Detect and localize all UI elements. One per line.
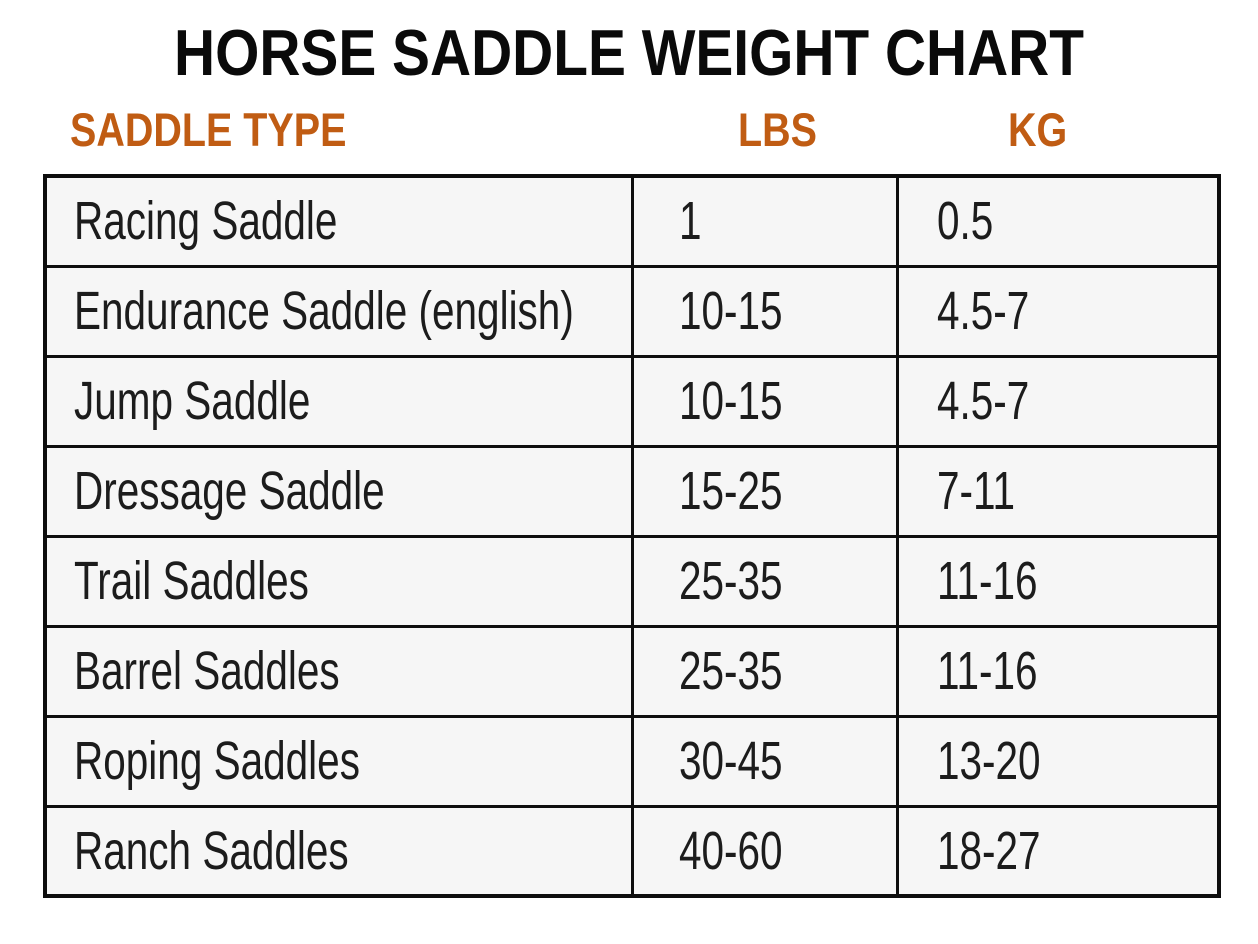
- lbs-cell: 25-35: [630, 534, 899, 628]
- saddle-type-cell-text: Ranch Saddles: [74, 820, 349, 881]
- column-header-lbs: LBS: [738, 103, 817, 156]
- lbs-cell: 10-15: [630, 264, 899, 358]
- kg-cell: 18-27: [895, 804, 1221, 898]
- table-row: Dressage Saddle 15-25 7-11: [43, 444, 1221, 538]
- lbs-cell: 25-35: [630, 624, 899, 718]
- table-row: Trail Saddles 25-35 11-16: [43, 534, 1221, 628]
- saddle-type-cell-text: Barrel Saddles: [74, 641, 340, 701]
- saddle-weight-infographic: HORSE SADDLE WEIGHT CHART SADDLE TYPE LB…: [0, 20, 1258, 944]
- kg-cell-text: 4.5-7: [936, 371, 1029, 431]
- kg-cell-text: 11-16: [936, 551, 1038, 611]
- lbs-cell-text: 25-35: [678, 641, 783, 701]
- saddle-type-cell-text: Jump Saddle: [74, 371, 311, 431]
- saddle-type-cell: Barrel Saddles: [43, 624, 634, 718]
- saddle-weight-table: Racing Saddle 1 0.5 Endurance Saddle (engli…: [43, 174, 1221, 898]
- lbs-cell: 10-15: [630, 354, 899, 448]
- kg-cell: 7-11: [895, 444, 1221, 538]
- kg-cell: 13-20: [895, 714, 1221, 808]
- saddle-type-cell: Racing Saddle: [43, 174, 634, 268]
- saddle-type-cell-text: Trail Saddles: [74, 551, 309, 611]
- kg-cell-text: 7-11: [936, 461, 1015, 521]
- lbs-cell-text: 30-45: [678, 731, 783, 791]
- kg-cell: 0.5: [895, 174, 1221, 268]
- saddle-type-cell-text: Dressage Saddle: [74, 461, 385, 521]
- page-title-text: HORSE SADDLE WEIGHT CHART: [174, 16, 1084, 89]
- saddle-type-cell: Roping Saddles: [43, 714, 634, 808]
- kg-cell-text: 4.5-7: [936, 281, 1029, 341]
- kg-cell-text: 11-16: [936, 641, 1038, 701]
- kg-cell: 11-16: [895, 624, 1221, 718]
- lbs-cell: 15-25: [630, 444, 899, 538]
- table-row: Roping Saddles 30-45 13-20: [43, 714, 1221, 808]
- table-row: Jump Saddle 10-15 4.5-7: [43, 354, 1221, 448]
- saddle-type-cell: Trail Saddles: [43, 534, 634, 628]
- lbs-cell-text: 40-60: [678, 820, 783, 881]
- table-row: Barrel Saddles 25-35 11-16: [43, 624, 1221, 718]
- lbs-cell-text: 25-35: [678, 551, 783, 611]
- saddle-type-cell: Dressage Saddle: [43, 444, 634, 538]
- saddle-type-cell-text: Racing Saddle: [74, 191, 338, 252]
- lbs-cell-text: 10-15: [678, 371, 783, 431]
- lbs-cell: 30-45: [630, 714, 899, 808]
- kg-cell: 4.5-7: [895, 264, 1221, 358]
- saddle-type-cell-text: Endurance Saddle (english): [74, 281, 574, 341]
- column-header-kg: KG: [1008, 103, 1068, 156]
- lbs-cell-text: 15-25: [678, 461, 783, 521]
- table-row: Endurance Saddle (english) 10-15 4.5-7: [43, 264, 1221, 358]
- lbs-cell: 40-60: [630, 804, 899, 898]
- column-headers: SADDLE TYPE LBS KG: [43, 105, 1217, 155]
- kg-cell-text: 13-20: [936, 731, 1041, 791]
- kg-cell: 4.5-7: [895, 354, 1221, 448]
- table-row: Ranch Saddles 40-60 18-27: [43, 804, 1221, 898]
- lbs-cell: 1: [630, 174, 899, 268]
- table-row: Racing Saddle 1 0.5: [43, 174, 1221, 268]
- kg-cell-text: 0.5: [936, 191, 993, 252]
- saddle-type-cell: Ranch Saddles: [43, 804, 634, 898]
- page-title: HORSE SADDLE WEIGHT CHART: [0, 20, 1258, 85]
- kg-cell: 11-16: [895, 534, 1221, 628]
- lbs-cell-text: 1: [678, 191, 702, 252]
- saddle-type-cell-text: Roping Saddles: [74, 731, 360, 791]
- column-header-saddle-type: SADDLE TYPE: [70, 103, 347, 156]
- saddle-type-cell: Jump Saddle: [43, 354, 634, 448]
- table-body: Racing Saddle 1 0.5 Endurance Saddle (engli…: [43, 174, 1221, 898]
- kg-cell-text: 18-27: [936, 820, 1041, 881]
- saddle-type-cell: Endurance Saddle (english): [43, 264, 634, 358]
- lbs-cell-text: 10-15: [678, 281, 783, 341]
